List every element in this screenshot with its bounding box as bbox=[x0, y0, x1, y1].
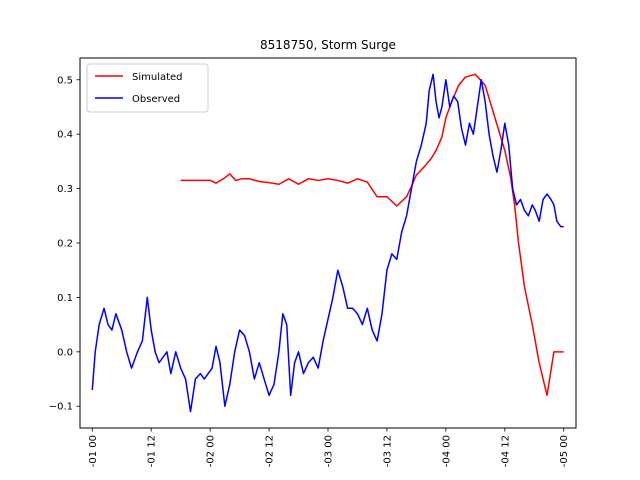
y-tick-label: 0.3 bbox=[57, 184, 73, 195]
x-axis: -01 00 -01 12 -02 00 -02 12 -03 00 -03 12 -04 … bbox=[88, 428, 570, 467]
x-tick-label: -03 12 bbox=[382, 435, 393, 467]
chart-title: 8518750, Storm Surge bbox=[260, 38, 396, 52]
x-tick-label: -02 00 bbox=[206, 435, 217, 467]
x-tick-label: -03 00 bbox=[324, 435, 335, 467]
y-axis: −0.1 0.0 0.1 0.2 0.3 0.4 0.5 bbox=[49, 75, 80, 413]
y-tick-label: 0.1 bbox=[57, 293, 73, 304]
y-tick-label: 0.4 bbox=[57, 130, 73, 141]
x-tick-label: -04 12 bbox=[500, 435, 511, 467]
x-tick-label: -05 00 bbox=[559, 435, 570, 467]
y-tick-label: 0.2 bbox=[57, 239, 73, 250]
legend: Simulated Observed bbox=[86, 63, 209, 113]
legend-label-simulated: Simulated bbox=[132, 72, 183, 83]
x-tick-label: -04 00 bbox=[441, 435, 452, 467]
y-tick-label: −0.1 bbox=[49, 402, 73, 413]
x-tick-label: -01 12 bbox=[147, 435, 158, 467]
series-layer bbox=[91, 73, 564, 413]
y-tick-label: 0.5 bbox=[57, 75, 73, 86]
x-tick-label: -01 00 bbox=[88, 435, 99, 467]
x-tick-label: -02 12 bbox=[265, 435, 276, 467]
legend-label-observed: Observed bbox=[132, 94, 180, 105]
series-line-observed bbox=[91, 73, 564, 413]
series-line-simulated bbox=[180, 73, 564, 397]
y-tick-label: 0.0 bbox=[57, 347, 73, 358]
